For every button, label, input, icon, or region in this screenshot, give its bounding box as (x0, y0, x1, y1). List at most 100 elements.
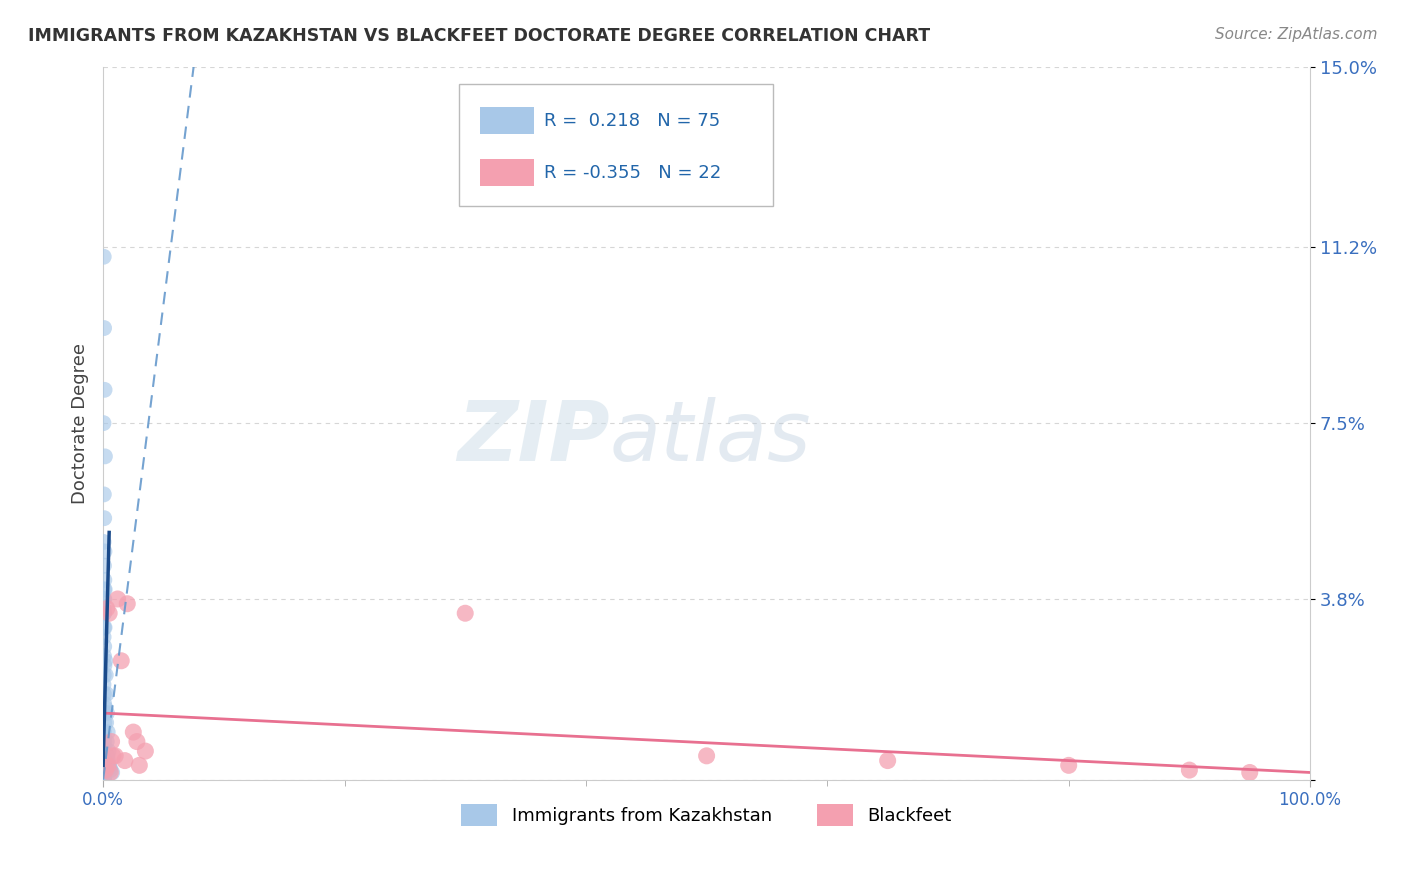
Point (93, 658, 115, 673)
Point (93, 487, 115, 501)
Point (1178, 763, 1201, 777)
Point (93, 706, 115, 720)
Point (93, 725, 115, 739)
Point (98, 765, 121, 780)
Point (98, 763, 121, 777)
Point (93, 769, 115, 783)
Point (93, 772, 115, 786)
Point (93, 582, 115, 597)
Point (93, 511, 115, 525)
Point (96, 687, 118, 701)
Point (93, 535, 115, 549)
Point (93, 758, 115, 772)
Point (93, 756, 115, 770)
Point (93, 640, 115, 654)
Point (93, 592, 115, 607)
Point (98, 606, 121, 620)
Point (93, 582, 115, 597)
Point (93, 630, 115, 644)
Point (93, 769, 115, 783)
Point (93, 383, 115, 397)
Point (93, 416, 115, 430)
Point (101, 748, 124, 763)
Point (97, 758, 120, 772)
Point (110, 654, 132, 668)
Point (96, 748, 118, 763)
Point (97, 744, 120, 758)
Point (94, 450, 117, 464)
Y-axis label: Doctorate Degree: Doctorate Degree (72, 343, 89, 504)
Point (93, 250, 115, 264)
Point (93, 764, 115, 778)
Point (128, 758, 150, 772)
Point (93, 751, 115, 765)
Point (93, 668, 115, 682)
Point (94, 701, 117, 715)
Point (93, 762, 115, 776)
Bar (479, 107, 534, 135)
Point (125, 734, 148, 748)
Point (93, 544, 115, 558)
Point (93, 771, 115, 785)
Point (93, 739, 115, 754)
Point (93, 771, 115, 785)
Point (98, 758, 121, 772)
Legend: Immigrants from Kazakhstan, Blackfeet: Immigrants from Kazakhstan, Blackfeet (453, 795, 960, 835)
Text: Source: ZipAtlas.com: Source: ZipAtlas.com (1215, 27, 1378, 42)
Point (93, 744, 115, 758)
Point (93, 768, 115, 782)
Point (93, 573, 115, 587)
Point (93, 763, 115, 777)
Point (93, 770, 115, 784)
Text: ZIP: ZIP (457, 397, 610, 478)
Text: IMMIGRANTS FROM KAZAKHSTAN VS BLACKFEET DOCTORATE DEGREE CORRELATION CHART: IMMIGRANTS FROM KAZAKHSTAN VS BLACKFEET … (28, 27, 931, 45)
Point (93, 772, 115, 786)
Point (117, 597, 139, 611)
Point (876, 754, 898, 768)
Point (1239, 765, 1261, 780)
Point (94, 763, 117, 777)
Point (1057, 758, 1080, 772)
Point (93, 601, 115, 615)
Point (93, 592, 115, 607)
Point (93, 771, 115, 785)
Point (93, 734, 115, 748)
FancyBboxPatch shape (460, 85, 773, 206)
Point (454, 606, 477, 620)
Point (696, 748, 718, 763)
Point (93, 771, 115, 785)
Point (98, 761, 121, 775)
Point (134, 744, 156, 758)
Point (93, 761, 115, 775)
Point (93, 321, 115, 335)
Point (97, 725, 120, 739)
Text: atlas: atlas (610, 397, 811, 478)
Point (93, 687, 115, 701)
Point (100, 734, 122, 748)
Point (93, 558, 115, 573)
Point (93, 730, 115, 744)
Point (96, 706, 118, 720)
Point (93, 606, 115, 620)
Point (93, 759, 115, 773)
Point (94, 668, 117, 682)
Point (93, 715, 115, 730)
Point (101, 765, 124, 780)
Point (93, 764, 115, 779)
Bar (479, 160, 534, 186)
Point (96, 734, 118, 748)
Point (122, 725, 145, 739)
Point (93, 766, 115, 780)
Point (93, 768, 115, 782)
Point (104, 748, 127, 763)
Point (93, 754, 115, 768)
Point (93, 620, 115, 634)
Point (107, 592, 129, 607)
Point (93, 767, 115, 781)
Point (93, 748, 115, 763)
Point (93, 677, 115, 691)
Point (96, 601, 118, 615)
Point (93, 770, 115, 784)
Point (94, 654, 117, 668)
Point (93, 606, 115, 620)
